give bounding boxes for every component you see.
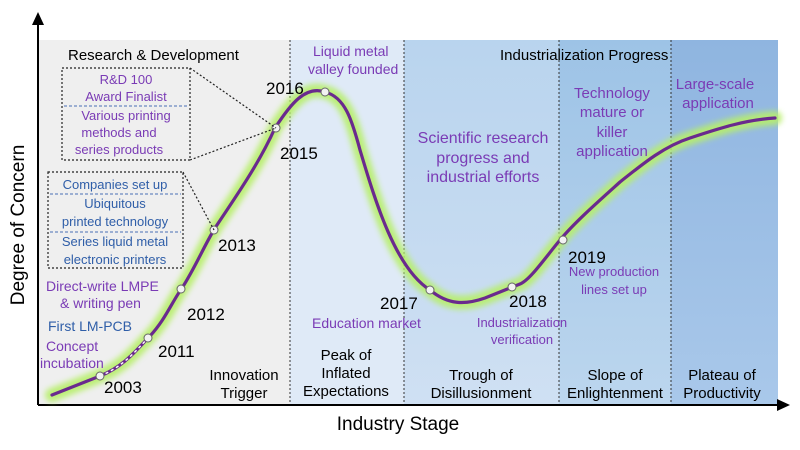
- year-2017: 2017: [380, 294, 418, 313]
- header-industrialization-progress: Industrialization Progress: [500, 47, 668, 64]
- industrialization-line2: verification: [491, 332, 553, 347]
- region-innovation-trigger: [38, 40, 290, 405]
- year-2003: 2003: [104, 378, 142, 397]
- hype-curve: [50, 89, 777, 397]
- milestone-concept-line1: Concept: [46, 338, 98, 354]
- production-line2: lines set up: [581, 282, 647, 297]
- region-plateau: [671, 40, 778, 405]
- point-2012: [176, 284, 186, 294]
- year-2012: 2012: [187, 305, 225, 324]
- box2013-companies: Companies set up: [63, 177, 168, 192]
- large-scale-line2: application: [682, 95, 754, 112]
- milestone-first-lm-pcb: First LM-PCB: [48, 318, 132, 334]
- stage-slope-line1: Slope of: [587, 367, 643, 384]
- industrialization-line1: Industrialization: [477, 315, 567, 330]
- scientific-line2: progress and: [436, 150, 529, 167]
- stage-slope-line2: Enlightenment: [567, 385, 664, 402]
- stage-trough-line2: Disillusionment: [431, 385, 533, 402]
- point-2016: [320, 87, 330, 97]
- box-2013: Companies set up Ubiquitous printed tech…: [47, 171, 215, 269]
- year-2013: 2013: [218, 236, 256, 255]
- year-2019: 2019: [568, 248, 606, 267]
- stage-peak-line3: Expectations: [303, 383, 389, 400]
- year-2016: 2016: [266, 79, 304, 98]
- x-axis-label: Industry Stage: [337, 414, 460, 435]
- point-2019: [558, 235, 568, 245]
- scientific-line1: Scientific research: [418, 130, 549, 147]
- axes: [32, 12, 790, 411]
- box2013-series: Series liquid metal: [62, 234, 168, 249]
- box2015-methods: methods and: [81, 125, 156, 140]
- box-2015: R&D 100 Award Finalist Various printing …: [61, 67, 277, 161]
- point-2011: [143, 333, 153, 343]
- box2013-printed: printed technology: [62, 214, 169, 229]
- technology-line3: killer: [597, 124, 628, 141]
- dashed-early-segment: [99, 335, 151, 377]
- region-trough: [404, 40, 559, 405]
- box2015-rd100: R&D 100: [100, 72, 153, 87]
- stage-plateau-line2: Productivity: [683, 385, 761, 402]
- box2015-series: series products: [75, 142, 164, 157]
- year-2018: 2018: [509, 292, 547, 311]
- milestone-valley-line2: valley founded: [308, 61, 398, 77]
- milestone-concept-line2: incubation: [40, 355, 104, 371]
- scientific-line3: industrial efforts: [427, 169, 540, 186]
- box2015-various: Various printing: [81, 108, 170, 123]
- technology-line4: application: [576, 143, 648, 160]
- point-2017: [425, 285, 435, 295]
- stage-peak-line1: Peak of: [321, 347, 373, 364]
- milestone-direct-write-line1: Direct-write LMPE: [46, 278, 159, 294]
- y-axis-label: Degree of Concern: [8, 145, 29, 306]
- box2015-award: Award Finalist: [85, 89, 167, 104]
- stage-trough-line1: Trough of: [449, 367, 513, 384]
- production-line1: New production: [569, 264, 659, 279]
- point-2003: [95, 371, 105, 381]
- year-2011: 2011: [158, 342, 195, 361]
- stage-plateau-line1: Plateau of: [688, 367, 756, 384]
- large-scale-line1: Large-scale: [676, 76, 754, 93]
- milestone-valley-line1: Liquid metal: [313, 43, 389, 59]
- stage-innovation-line2: Trigger: [221, 385, 268, 402]
- stage-peak-line2: Inflated: [321, 365, 370, 382]
- stage-innovation-line1: Innovation: [209, 367, 278, 384]
- point-2018: [507, 282, 517, 292]
- technology-line1: Technology: [574, 85, 650, 102]
- box2013-printers: electronic printers: [64, 252, 167, 267]
- header-research-development: Research & Development: [68, 47, 240, 64]
- milestone-education-market: Education market: [312, 315, 421, 331]
- technology-line2: mature or: [580, 104, 644, 121]
- box2013-ubiquitous: Ubiquitous: [84, 196, 146, 211]
- year-2015: 2015: [280, 144, 318, 163]
- milestone-direct-write-line2: & writing pen: [60, 295, 141, 311]
